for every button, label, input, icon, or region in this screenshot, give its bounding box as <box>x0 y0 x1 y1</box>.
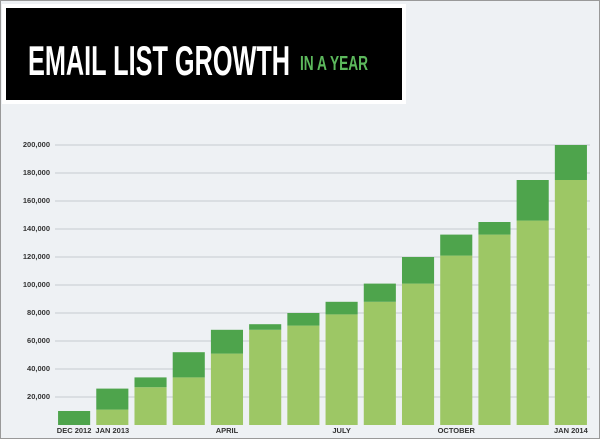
bar-segment <box>440 255 473 425</box>
bar-segment <box>249 324 282 330</box>
x-tick-label: DEC 2012 <box>57 426 92 435</box>
bar-segment <box>287 313 320 326</box>
bar-segment <box>134 387 167 425</box>
bar-segment <box>478 234 511 425</box>
y-tick-label: 100,000 <box>23 280 50 289</box>
x-tick-label: OCTOBER <box>438 426 476 435</box>
bar-segment <box>96 409 129 425</box>
chart-subtitle: IN A YEAR <box>300 53 368 75</box>
bar-segment <box>554 180 587 425</box>
y-tick-label: 160,000 <box>23 196 50 205</box>
bar-segment <box>554 145 587 180</box>
y-tick-label: 60,000 <box>27 336 50 345</box>
bar-segment <box>172 352 205 378</box>
bar-segment <box>58 411 91 425</box>
bar-segment <box>363 301 396 425</box>
y-tick-label: 120,000 <box>23 252 50 261</box>
bar-segment <box>287 325 320 425</box>
x-tick-label: APRIL <box>216 426 239 435</box>
bar-segment <box>134 377 167 388</box>
y-tick-label: 20,000 <box>27 392 50 401</box>
chart-title: EMAIL LIST GROWTH <box>28 37 290 84</box>
bar-segment <box>172 377 205 425</box>
y-tick-label: 140,000 <box>23 224 50 233</box>
y-tick-label: 180,000 <box>23 168 50 177</box>
x-tick-label: JULY <box>332 426 350 435</box>
bar-segment <box>325 314 358 425</box>
bar-segment <box>325 301 358 315</box>
bar-segment <box>516 180 549 221</box>
bar-segment <box>249 329 282 425</box>
bar-segment <box>401 283 435 425</box>
bar-segment <box>516 220 549 425</box>
title-box <box>2 4 406 104</box>
bar-segment <box>440 234 473 256</box>
bar-segment <box>210 353 244 425</box>
bar-segment <box>401 257 435 284</box>
y-tick-label: 40,000 <box>27 364 50 373</box>
bar-segment <box>478 222 511 235</box>
bar-segment <box>210 329 244 354</box>
y-tick-label: 200,000 <box>23 140 50 149</box>
bar-segment <box>363 283 396 302</box>
bar-segment <box>96 388 129 410</box>
x-tick-label: JAN 2014 <box>554 426 589 435</box>
y-tick-label: 80,000 <box>27 308 50 317</box>
x-tick-label: JAN 2013 <box>95 426 129 435</box>
